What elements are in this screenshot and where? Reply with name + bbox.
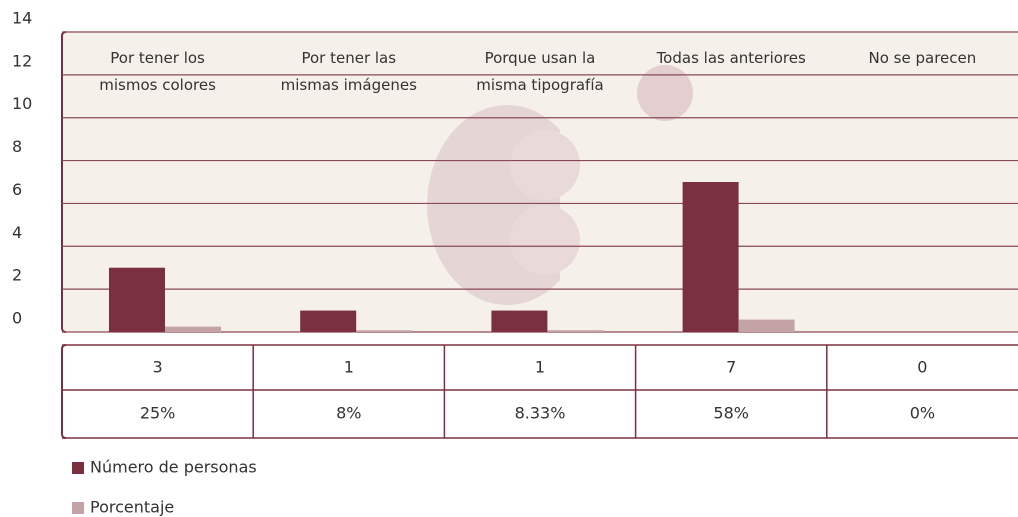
table-cell: 58% bbox=[713, 404, 749, 423]
y-tick-label: 10 bbox=[12, 94, 32, 113]
y-tick-label: 12 bbox=[12, 51, 32, 70]
y-tick-label: 0 bbox=[12, 309, 22, 328]
bar bbox=[491, 310, 548, 332]
watermark bbox=[637, 65, 693, 121]
bar bbox=[547, 330, 604, 332]
x-tick-label: Porque usan la misma tipografía bbox=[476, 49, 604, 94]
table-cell: 25% bbox=[140, 404, 176, 423]
x-tick-label: Por tener las mismas imágenes bbox=[280, 49, 417, 94]
legend-swatch bbox=[72, 462, 84, 474]
bar bbox=[109, 267, 165, 332]
legend-swatch bbox=[72, 502, 84, 514]
x-tick-label: Por tener los mismos colores bbox=[99, 49, 216, 94]
legend-label: Número de personas bbox=[90, 458, 257, 477]
bar bbox=[356, 330, 413, 332]
table-cell: 7 bbox=[726, 358, 736, 377]
bar bbox=[165, 326, 221, 332]
table-cell: 8.33% bbox=[515, 404, 566, 423]
y-tick-label: 6 bbox=[12, 180, 22, 199]
table-cell: 0% bbox=[910, 404, 935, 423]
watermark bbox=[510, 205, 580, 275]
y-tick-label: 4 bbox=[12, 223, 22, 242]
x-tick-label: No se parecen bbox=[868, 49, 977, 67]
y-tick-label: 14 bbox=[12, 9, 32, 28]
y-tick-label: 8 bbox=[12, 137, 22, 156]
table-cell: 0 bbox=[917, 358, 927, 377]
bar bbox=[300, 310, 357, 332]
table-cell: 8% bbox=[336, 404, 361, 423]
legend-label: Porcentaje bbox=[90, 498, 174, 517]
table-cell: 1 bbox=[344, 358, 354, 377]
watermark bbox=[510, 130, 580, 200]
y-tick-label: 2 bbox=[12, 266, 22, 285]
table-cell: 3 bbox=[153, 358, 163, 377]
table-bracket bbox=[61, 344, 67, 439]
bar bbox=[682, 182, 739, 332]
table-cell: 1 bbox=[535, 358, 545, 377]
x-tick-label: Todas las anteriores bbox=[656, 49, 806, 67]
bar bbox=[738, 319, 795, 332]
